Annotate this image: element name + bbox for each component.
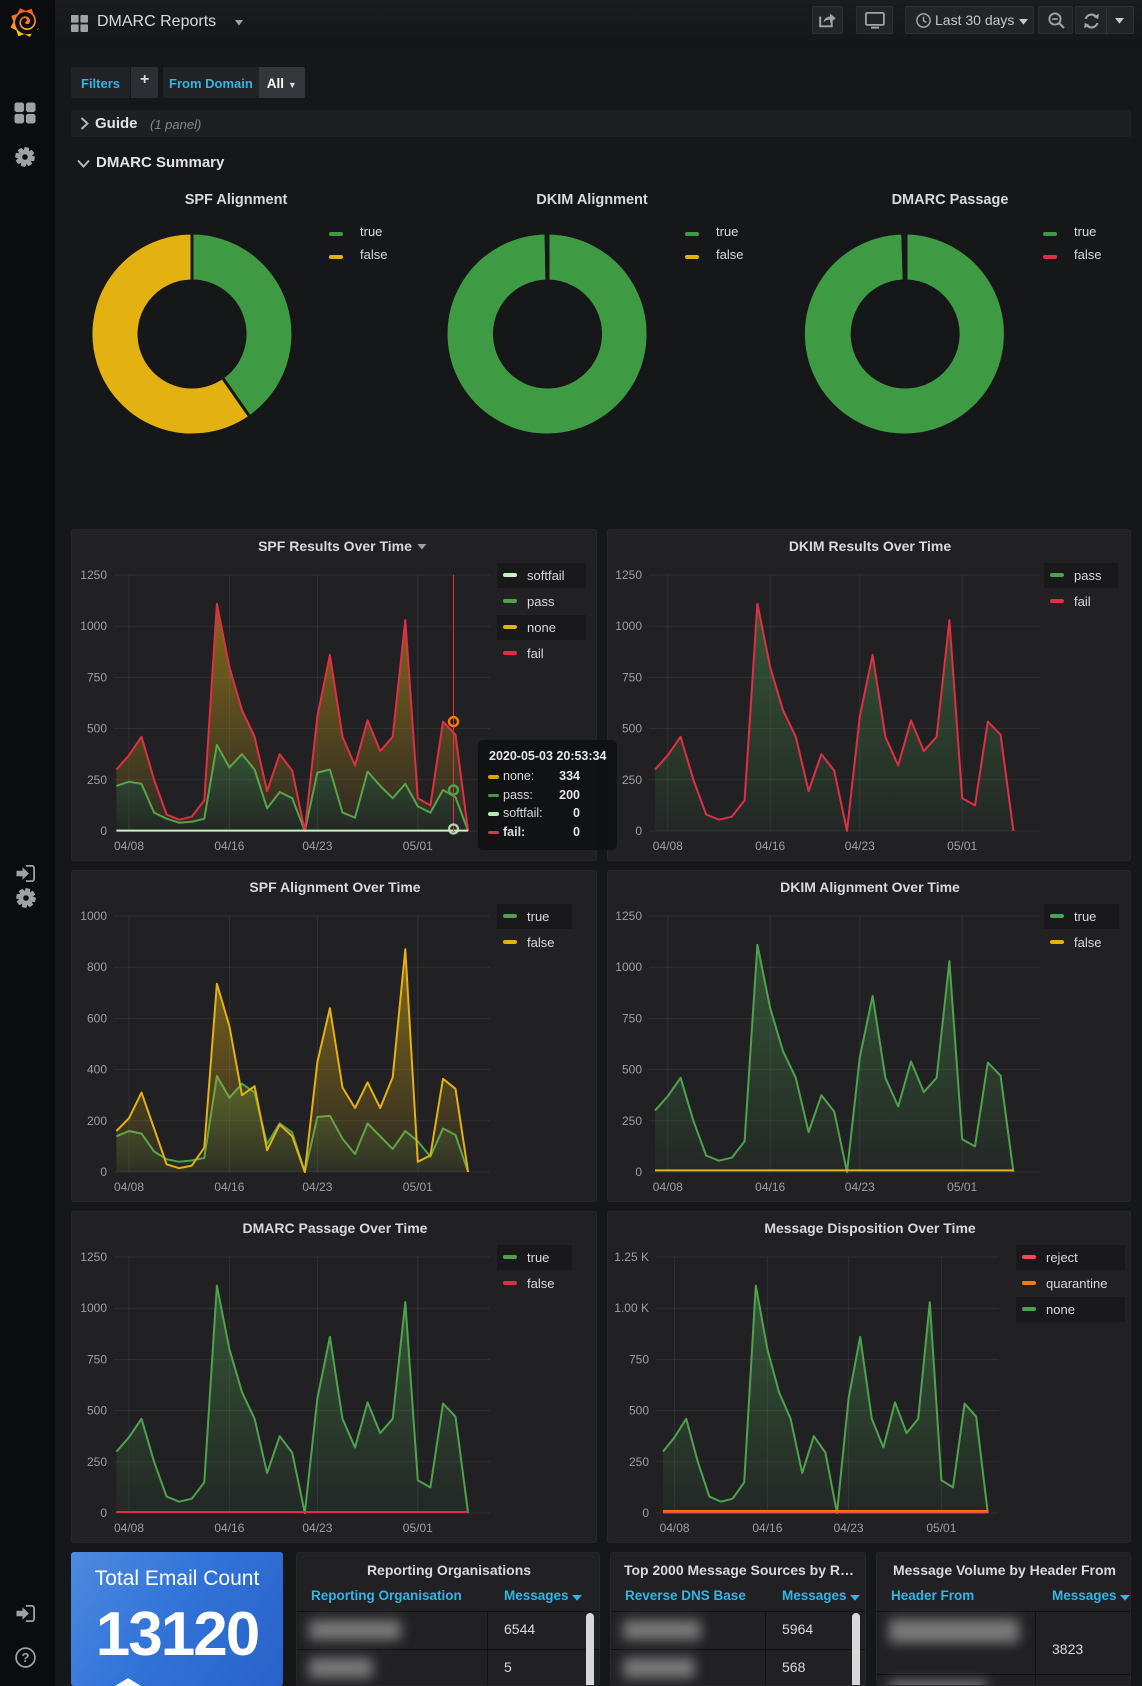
svg-text:1.25 K: 1.25 K (614, 1250, 649, 1264)
svg-text:0: 0 (100, 1506, 107, 1520)
svg-text:750: 750 (629, 1352, 649, 1366)
svg-text:750: 750 (622, 1011, 642, 1025)
svg-text:04/23: 04/23 (834, 1521, 864, 1535)
svg-text:05/01: 05/01 (403, 839, 433, 853)
svg-text:false: false (527, 935, 554, 950)
svg-text:400: 400 (87, 1063, 107, 1077)
svg-text:04/23: 04/23 (302, 839, 332, 853)
svg-text:false: false (527, 1276, 554, 1291)
svg-text:1250: 1250 (615, 909, 642, 923)
svg-text:250: 250 (629, 1455, 649, 1469)
svg-text:Message Disposition Over Time: Message Disposition Over Time (764, 1220, 976, 1236)
svg-text:04/08: 04/08 (114, 839, 144, 853)
svg-text:04/16: 04/16 (755, 839, 785, 853)
svg-text:0: 0 (642, 1506, 649, 1520)
svg-text:reject: reject (1046, 1250, 1078, 1265)
svg-text:true: true (1074, 909, 1096, 924)
svg-text:0: 0 (100, 824, 107, 838)
svg-text:250: 250 (622, 1114, 642, 1128)
svg-text:true: true (527, 1250, 549, 1265)
svg-text:04/16: 04/16 (214, 1521, 244, 1535)
svg-text:true: true (527, 909, 549, 924)
svg-text:750: 750 (87, 670, 107, 684)
svg-text:04/08: 04/08 (114, 1521, 144, 1535)
svg-text:1250: 1250 (615, 568, 642, 582)
svg-text:0: 0 (635, 1165, 642, 1179)
svg-text:1000: 1000 (80, 619, 107, 633)
svg-text:05/01: 05/01 (403, 1180, 433, 1194)
svg-text:500: 500 (622, 722, 642, 736)
svg-text:500: 500 (629, 1404, 649, 1418)
svg-text:04/16: 04/16 (214, 839, 244, 853)
svg-text:500: 500 (622, 1063, 642, 1077)
svg-text:SPF Alignment Over Time: SPF Alignment Over Time (249, 879, 420, 895)
svg-text:DMARC Passage Over Time: DMARC Passage Over Time (243, 1220, 428, 1236)
svg-text:DKIM Alignment Over Time: DKIM Alignment Over Time (780, 879, 960, 895)
svg-text:05/01: 05/01 (947, 839, 977, 853)
svg-text:04/08: 04/08 (660, 1521, 690, 1535)
svg-text:800: 800 (87, 960, 107, 974)
svg-text:04/23: 04/23 (302, 1180, 332, 1194)
svg-text:quarantine: quarantine (1046, 1276, 1107, 1291)
svg-text:?: ? (22, 1650, 30, 1665)
svg-text:04/08: 04/08 (653, 1180, 683, 1194)
svg-text:05/01: 05/01 (403, 1521, 433, 1535)
svg-text:04/23: 04/23 (845, 1180, 875, 1194)
svg-text:1000: 1000 (615, 619, 642, 633)
svg-text:SPF Results Over Time: SPF Results Over Time (258, 538, 412, 554)
svg-text:250: 250 (87, 1455, 107, 1469)
svg-text:04/23: 04/23 (845, 839, 875, 853)
svg-text:pass: pass (1074, 568, 1102, 583)
svg-text:1.00 K: 1.00 K (614, 1301, 649, 1315)
svg-text:1000: 1000 (80, 1301, 107, 1315)
svg-text:250: 250 (622, 773, 642, 787)
svg-text:none: none (1046, 1302, 1075, 1317)
svg-text:200: 200 (87, 1114, 107, 1128)
svg-text:1000: 1000 (615, 960, 642, 974)
svg-text:500: 500 (87, 722, 107, 736)
svg-text:pass: pass (527, 594, 555, 609)
svg-text:05/01: 05/01 (926, 1521, 956, 1535)
svg-text:500: 500 (87, 1404, 107, 1418)
svg-text:250: 250 (87, 773, 107, 787)
svg-text:04/23: 04/23 (302, 1521, 332, 1535)
svg-text:fail: fail (527, 646, 544, 661)
svg-text:750: 750 (87, 1352, 107, 1366)
svg-text:1250: 1250 (80, 1250, 107, 1264)
svg-text:04/16: 04/16 (752, 1521, 782, 1535)
svg-text:750: 750 (622, 670, 642, 684)
svg-text:04/08: 04/08 (653, 839, 683, 853)
svg-text:1000: 1000 (80, 909, 107, 923)
svg-text:04/16: 04/16 (214, 1180, 244, 1194)
svg-text:DKIM Results Over Time: DKIM Results Over Time (789, 538, 952, 554)
svg-text:05/01: 05/01 (947, 1180, 977, 1194)
svg-text:1250: 1250 (80, 568, 107, 582)
svg-text:04/08: 04/08 (114, 1180, 144, 1194)
svg-text:softfail: softfail (527, 568, 565, 583)
svg-text:fail: fail (1074, 594, 1091, 609)
svg-text:0: 0 (635, 824, 642, 838)
svg-text:false: false (1074, 935, 1101, 950)
svg-text:04/16: 04/16 (755, 1180, 785, 1194)
svg-text:600: 600 (87, 1011, 107, 1025)
svg-text:0: 0 (100, 1165, 107, 1179)
svg-text:none: none (527, 620, 556, 635)
